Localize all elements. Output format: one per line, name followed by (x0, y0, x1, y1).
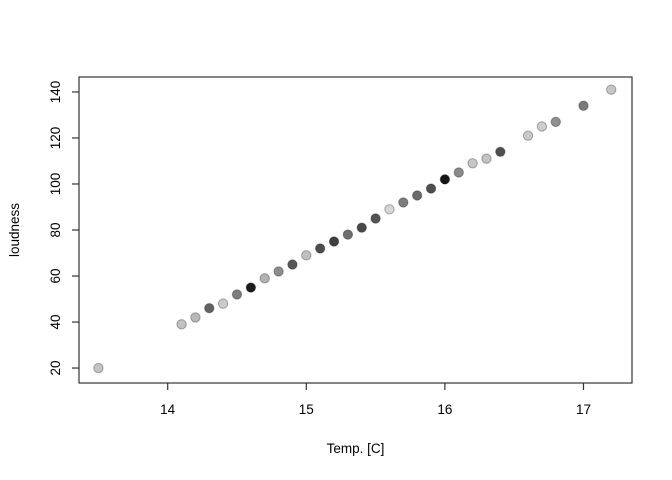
y-tick-label: 140 (48, 81, 63, 104)
data-point (231, 289, 243, 300)
x-tick-label: 16 (437, 402, 452, 417)
data-point (536, 121, 548, 132)
data-point (204, 303, 215, 314)
data-point (550, 116, 561, 128)
data-point (301, 250, 312, 261)
x-tick-label: 17 (576, 402, 591, 417)
y-tick-label: 80 (48, 222, 63, 237)
data-point (606, 84, 617, 95)
data-point (467, 158, 478, 169)
data-point (578, 100, 589, 111)
data-point (370, 213, 381, 224)
data-point (384, 204, 395, 215)
data-point (481, 153, 492, 164)
data-point (176, 319, 187, 330)
data-point (259, 273, 270, 284)
data-point (342, 229, 354, 240)
data-point (273, 266, 284, 277)
data-point (328, 236, 340, 247)
data-point (217, 298, 229, 309)
data-point (522, 130, 534, 141)
x-axis-title: Temp. [C] (327, 441, 385, 456)
y-tick-label: 20 (48, 361, 63, 376)
data-point (93, 362, 104, 374)
data-point (398, 197, 409, 208)
y-tick-label: 120 (48, 127, 63, 150)
data-point (190, 312, 201, 323)
y-tick-label: 100 (48, 173, 63, 196)
data-point (453, 167, 464, 178)
data-point (356, 222, 367, 233)
data-point (495, 146, 506, 157)
x-tick-label: 15 (299, 402, 314, 417)
data-point (425, 183, 437, 194)
data-point (439, 174, 451, 185)
data-point (287, 259, 298, 270)
y-tick-label: 60 (48, 268, 63, 283)
data-point (411, 190, 423, 201)
y-axis-title: loudness (7, 203, 22, 257)
y-tick-label: 40 (48, 315, 63, 330)
x-tick-label: 14 (160, 402, 176, 417)
data-point (314, 243, 326, 254)
data-point (245, 282, 257, 293)
